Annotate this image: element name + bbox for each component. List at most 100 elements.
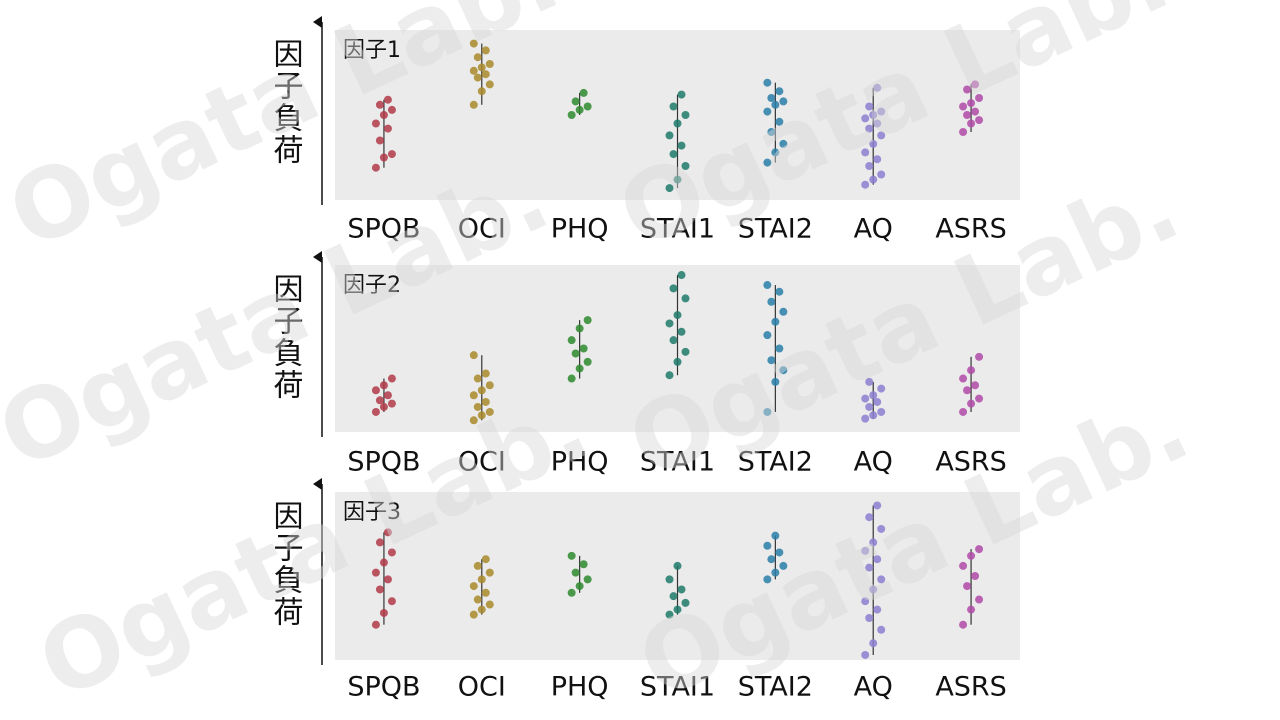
data-point	[877, 407, 886, 416]
data-point	[375, 585, 384, 594]
x-tick-label: OCI	[458, 672, 506, 703]
data-point	[383, 391, 392, 400]
data-point	[469, 100, 478, 109]
data-point	[481, 397, 490, 406]
data-point	[375, 538, 384, 547]
data-point	[583, 357, 592, 366]
data-point	[387, 374, 396, 383]
data-point	[767, 555, 776, 564]
data-point	[865, 614, 874, 622]
data-point	[959, 620, 968, 629]
data-point	[767, 356, 776, 365]
data-point	[371, 163, 380, 172]
data-point	[485, 80, 494, 89]
panel-label: 因子2	[343, 273, 401, 298]
data-point	[469, 416, 478, 425]
data-point	[963, 582, 972, 591]
data-point	[477, 605, 486, 614]
data-point	[485, 568, 494, 577]
data-point	[865, 402, 874, 411]
data-point	[673, 561, 682, 570]
data-point	[567, 374, 576, 383]
data-point	[481, 588, 490, 597]
data-point	[869, 538, 878, 547]
data-point	[971, 107, 980, 116]
data-point	[473, 402, 482, 411]
data-point	[379, 608, 388, 617]
data-point	[877, 384, 886, 393]
data-point	[681, 162, 690, 170]
data-point	[865, 563, 874, 572]
data-point	[485, 60, 494, 68]
data-point	[775, 344, 784, 353]
data-point	[375, 136, 384, 145]
data-point	[485, 600, 494, 609]
data-point	[763, 331, 772, 340]
data-point	[571, 568, 580, 577]
data-point	[681, 347, 690, 356]
data-point	[677, 585, 686, 594]
data-point	[575, 105, 584, 114]
data-point	[485, 381, 494, 390]
x-tick-label: OCI	[458, 447, 506, 478]
data-point	[681, 111, 690, 119]
data-point	[779, 307, 788, 316]
data-point	[579, 560, 588, 569]
data-point	[481, 70, 490, 79]
data-point	[975, 595, 984, 604]
x-tick-label: STAI1	[640, 214, 715, 245]
y-axis-title: 因子負荷	[268, 500, 304, 628]
data-point	[477, 575, 486, 584]
data-point	[771, 568, 780, 577]
data-point	[473, 595, 482, 604]
data-point	[869, 585, 878, 594]
data-point	[975, 352, 984, 361]
data-point	[473, 73, 482, 82]
data-point	[379, 111, 388, 119]
data-point	[677, 271, 686, 280]
data-point	[865, 124, 874, 133]
data-point	[575, 582, 584, 591]
data-point	[583, 316, 592, 325]
data-point	[567, 336, 576, 345]
data-point	[767, 128, 776, 136]
data-point	[869, 411, 878, 420]
data-point	[383, 528, 392, 537]
data-point	[959, 407, 968, 416]
y-axis-title: 因子負荷	[268, 273, 304, 401]
data-point	[775, 117, 784, 126]
data-point	[669, 592, 678, 601]
x-tick-label: PHQ	[551, 214, 609, 245]
data-point	[967, 119, 976, 128]
data-point	[767, 297, 776, 306]
data-point	[469, 351, 478, 360]
data-point	[967, 605, 976, 614]
data-point	[975, 394, 984, 403]
data-point	[861, 414, 870, 423]
data-point	[379, 381, 388, 390]
data-point	[477, 87, 486, 96]
data-point	[877, 170, 886, 179]
data-point	[959, 374, 968, 383]
data-point	[469, 582, 478, 591]
data-point	[869, 391, 878, 400]
x-tick-label: ASRS	[935, 447, 1007, 478]
data-point	[975, 116, 984, 125]
x-tick-label: PHQ	[551, 447, 609, 478]
data-point	[371, 119, 380, 128]
data-point	[673, 311, 682, 320]
data-point	[975, 545, 984, 554]
data-point	[865, 102, 874, 111]
data-point	[379, 402, 388, 411]
data-point	[779, 139, 788, 148]
data-point	[869, 111, 878, 119]
data-point	[477, 386, 486, 395]
data-point	[971, 80, 980, 89]
x-tick-label: STAI1	[640, 672, 715, 703]
data-point	[779, 97, 788, 106]
data-point	[477, 63, 486, 72]
data-point	[669, 150, 678, 159]
data-point	[959, 128, 968, 136]
data-point	[763, 78, 772, 87]
x-tick-label: STAI2	[738, 672, 813, 703]
